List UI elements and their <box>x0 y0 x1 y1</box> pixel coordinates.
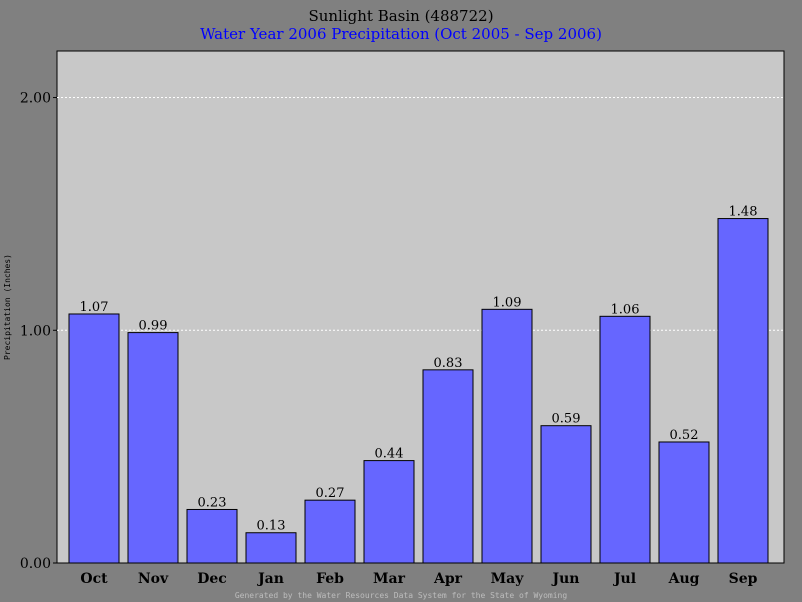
data-label-aug: 0.52 <box>670 428 699 443</box>
data-label-mar: 0.44 <box>375 447 404 462</box>
footer-credit: Generated by the Water Resources Data Sy… <box>235 591 568 600</box>
data-label-jul: 1.06 <box>611 302 640 317</box>
bar-jul <box>599 315 651 564</box>
data-label-may: 1.09 <box>493 295 522 310</box>
y-tick-label: 2.00 <box>20 91 51 107</box>
bar-nov <box>127 332 179 564</box>
y-axis-label: Precipitation (Inches) <box>3 254 12 360</box>
bar-may <box>481 308 533 564</box>
x-tick-label-oct: Oct <box>80 571 108 587</box>
data-label-apr: 0.83 <box>434 356 463 371</box>
bar-oct <box>68 313 120 564</box>
x-tick-label-aug: Aug <box>668 571 700 587</box>
x-tick-label-jul: Jul <box>612 571 636 587</box>
x-tick-label-dec: Dec <box>197 571 227 587</box>
x-tick-label-jun: Jun <box>551 571 580 587</box>
x-tick-label-feb: Feb <box>316 571 344 587</box>
x-tick-label-nov: Nov <box>138 571 169 587</box>
data-label-dec: 0.23 <box>198 495 227 510</box>
x-tick-label-may: May <box>491 571 525 587</box>
bar-mar <box>363 460 415 564</box>
x-tick-label-jan: Jan <box>256 571 284 587</box>
data-label-jun: 0.59 <box>552 412 581 427</box>
y-tick-label: 1.00 <box>20 323 51 339</box>
data-label-oct: 1.07 <box>80 300 109 315</box>
y-tick-label: 0.00 <box>20 556 51 572</box>
bar-jan <box>245 532 297 564</box>
data-label-jan: 0.13 <box>257 519 286 534</box>
x-tick-label-mar: Mar <box>373 571 406 587</box>
bar-feb <box>304 499 356 564</box>
bar-dec <box>186 508 238 564</box>
label-layer: 0.00 1.00 2.00 1.07 Oct 0.99 Nov 0.23 Dec 0.13 Jan… <box>20 91 758 587</box>
grid-layer <box>53 97 784 564</box>
bar-aug <box>658 441 710 564</box>
chart-title: Sunlight Basin (488722) <box>308 7 493 25</box>
bar-jun <box>540 425 592 564</box>
x-tick-label-sep: Sep <box>729 571 758 587</box>
bar-apr <box>422 369 474 564</box>
data-label-sep: 1.48 <box>729 205 758 220</box>
bar-layer <box>68 218 769 564</box>
data-label-feb: 0.27 <box>316 486 345 501</box>
chart-subtitle: Water Year 2006 Precipitation (Oct 2005 … <box>200 25 602 43</box>
data-label-nov: 0.99 <box>139 319 168 334</box>
x-tick-label-apr: Apr <box>433 571 463 587</box>
bar-sep <box>717 218 769 564</box>
